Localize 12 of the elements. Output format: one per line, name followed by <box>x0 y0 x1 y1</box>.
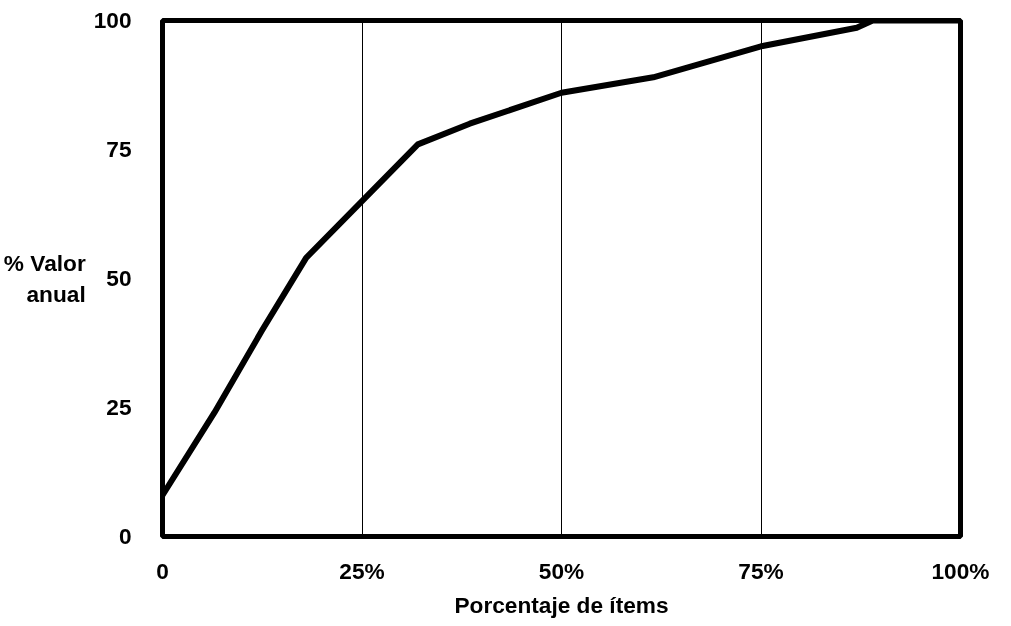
x-tick-label: 50% <box>538 557 585 584</box>
x-tick-label: 0 <box>156 557 169 584</box>
x-tick-label: 100% <box>931 557 990 584</box>
y-tick-label: 75 <box>106 136 132 162</box>
y-tick-label: 50 <box>106 265 132 291</box>
x-tick-label: 25% <box>339 557 385 584</box>
x-tick-label: 75% <box>738 557 784 584</box>
x-axis-title: Porcentaje de ítems <box>454 591 669 618</box>
y-tick-label: 100 <box>93 7 132 33</box>
y-tick-label: 0 <box>118 523 132 549</box>
y-axis-title: % Valor anual <box>3 249 86 308</box>
y-tick-label: 25 <box>106 394 132 420</box>
